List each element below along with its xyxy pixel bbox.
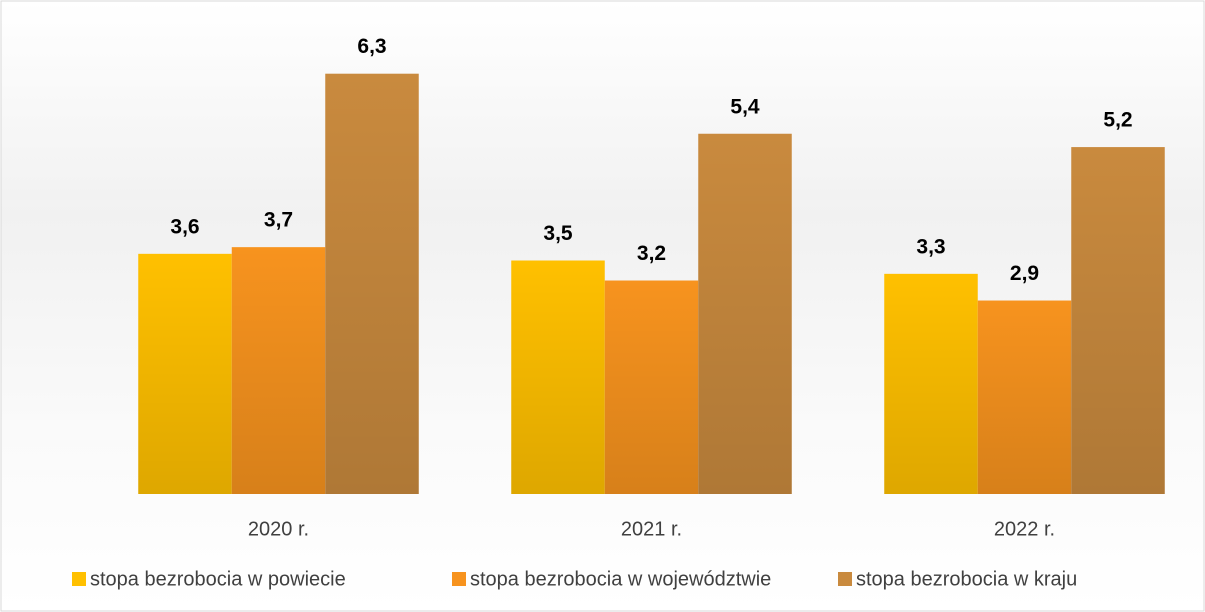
data-label: 2,9	[1010, 262, 1039, 285]
data-label: 6,3	[357, 35, 386, 58]
legend-label: stopa bezrobocia w województwie	[470, 568, 771, 590]
x-tick-label: 2022 r.	[994, 518, 1055, 540]
bar-shading	[604, 280, 699, 494]
data-label: 5,2	[1103, 109, 1132, 132]
data-label: 3,6	[170, 215, 199, 238]
legend-swatch	[838, 572, 852, 586]
data-label: 3,7	[264, 209, 293, 232]
legend-label: stopa bezrobocia w powiecie	[90, 568, 346, 590]
legend-swatch	[452, 572, 466, 586]
bar-shading	[325, 73, 419, 494]
bar-shading	[884, 273, 978, 494]
bar-shading	[977, 300, 1072, 494]
bar-shading	[698, 133, 792, 494]
data-label: 3,5	[543, 222, 573, 245]
legend-swatch	[72, 572, 86, 586]
legend-label: stopa bezrobocia w kraju	[856, 568, 1077, 590]
bar-shading	[511, 260, 605, 494]
bar-shading	[138, 253, 232, 494]
data-label: 3,3	[916, 235, 945, 258]
data-label: 5,4	[730, 95, 760, 118]
bar-shading	[231, 247, 326, 494]
data-label: 3,2	[637, 242, 666, 265]
bar-shading	[1071, 147, 1165, 495]
x-tick-label: 2021 r.	[621, 518, 682, 540]
x-tick-label: 2020 r.	[248, 518, 309, 540]
